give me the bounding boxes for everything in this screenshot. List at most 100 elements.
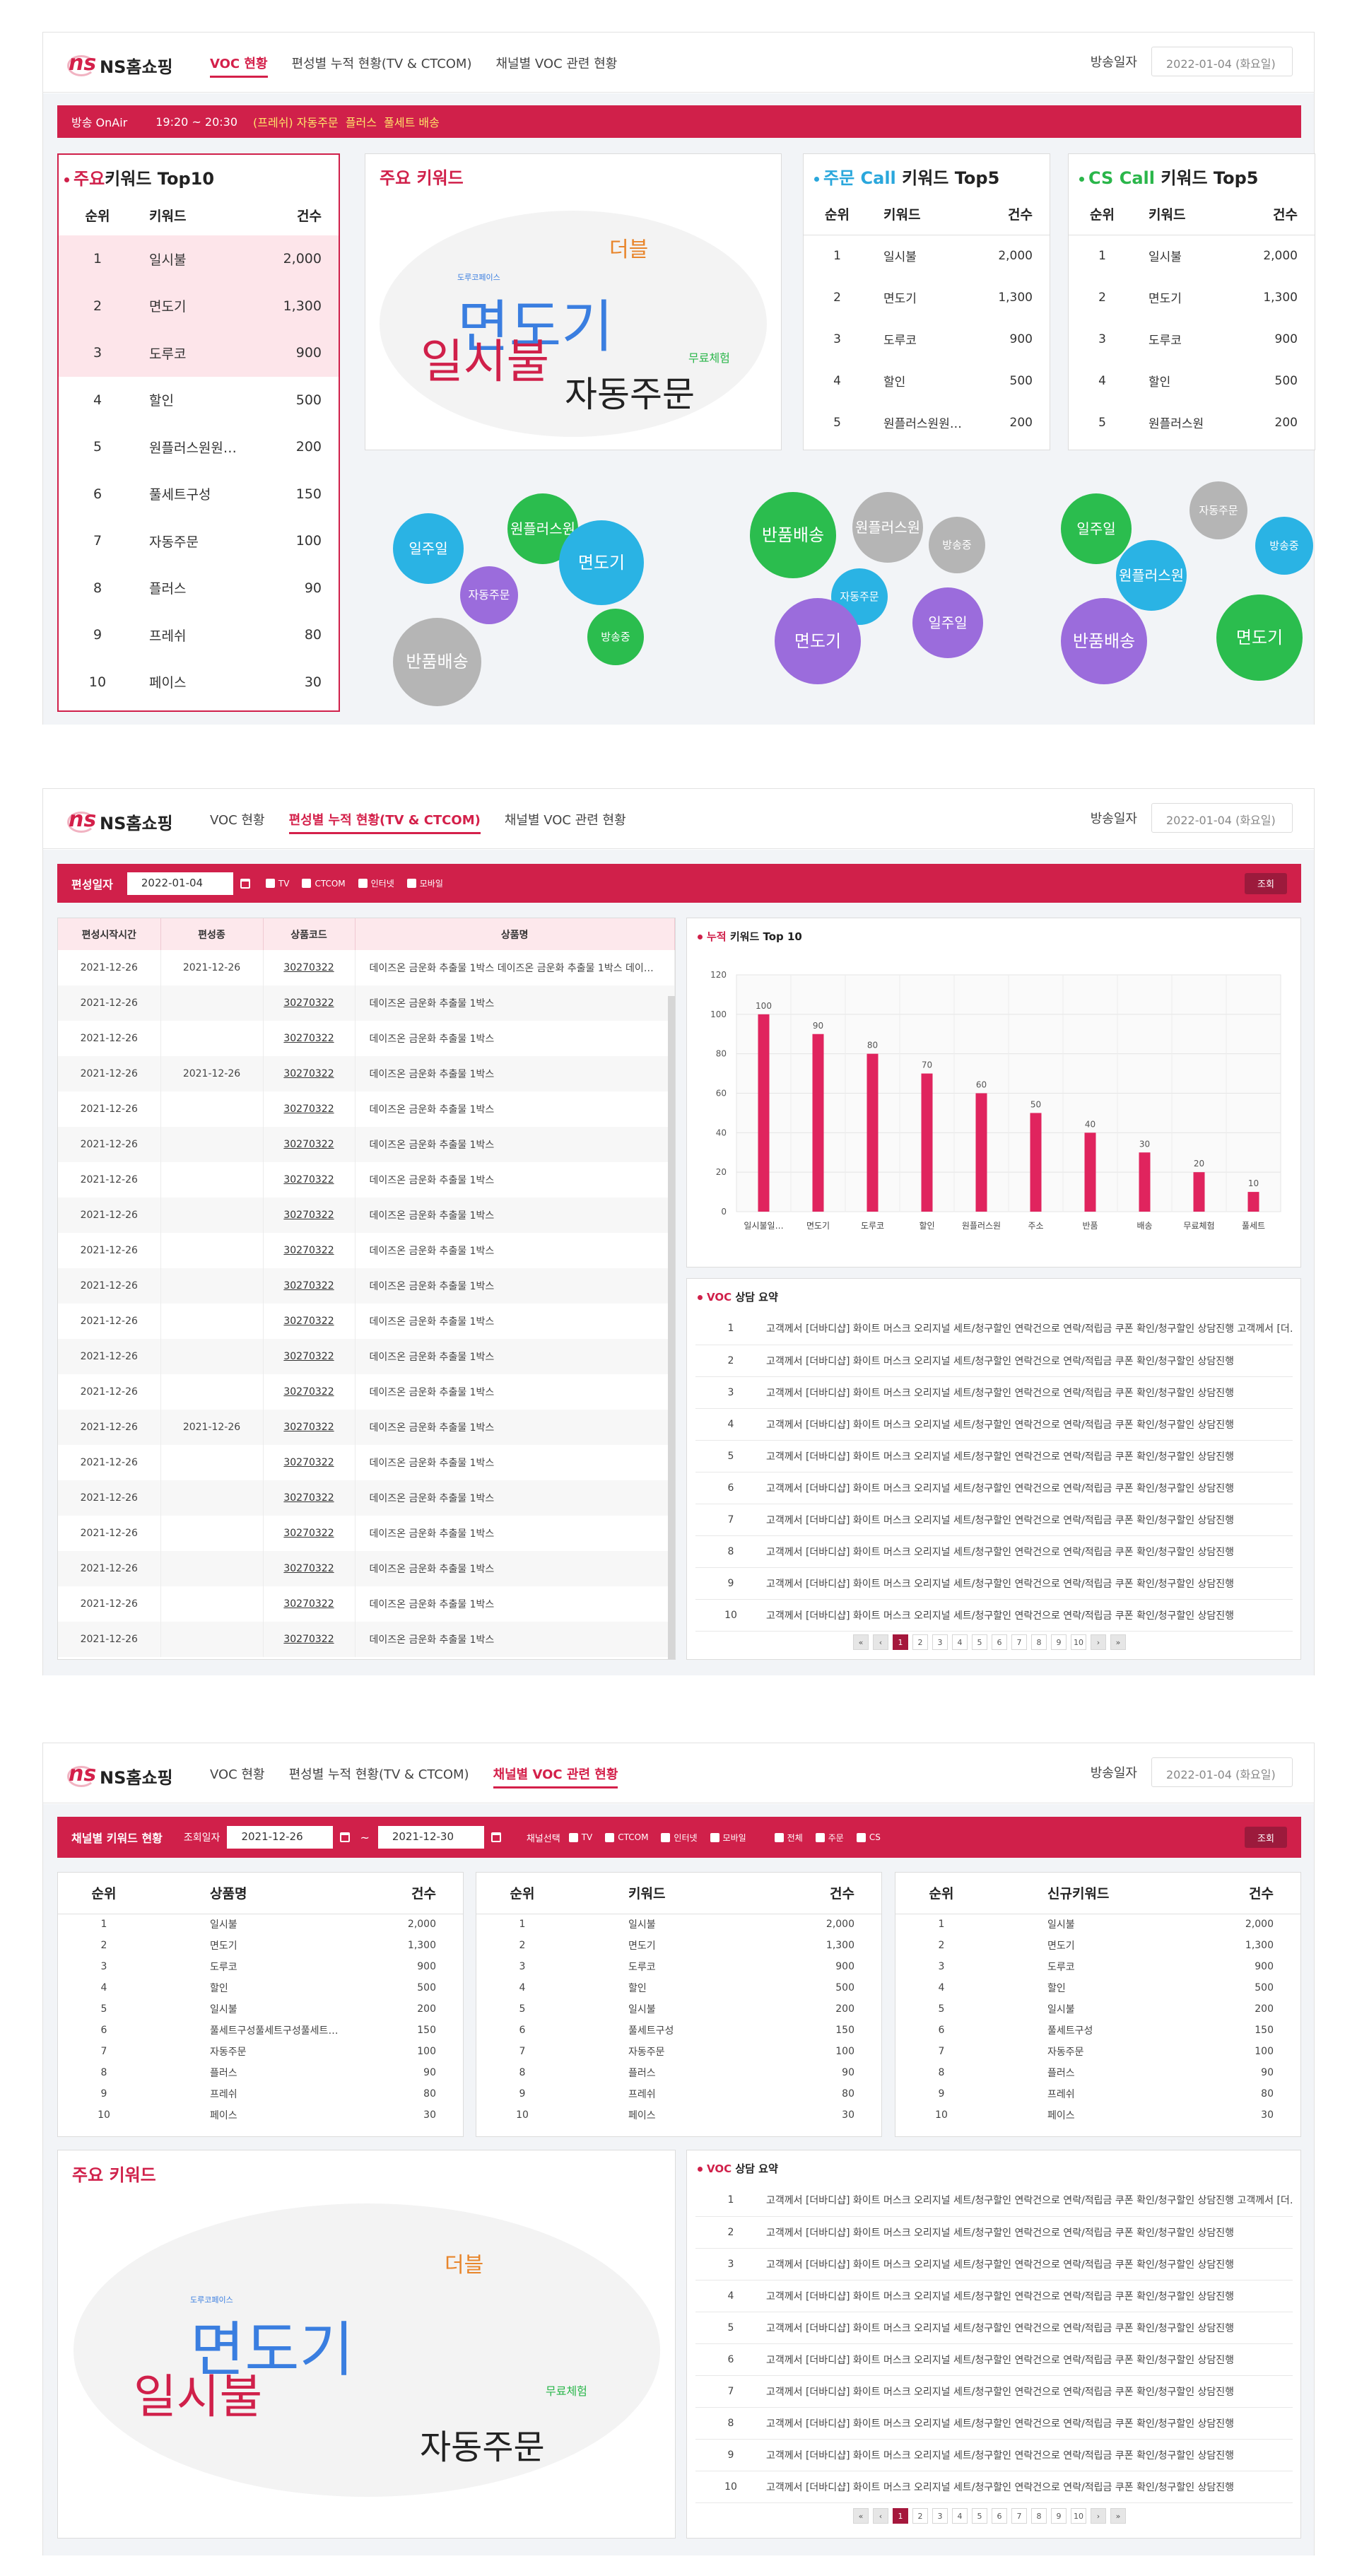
channel-search-button[interactable]: 조회 (1245, 1827, 1287, 1848)
page-button[interactable]: 1 (893, 2508, 908, 2524)
product-code-link[interactable]: 30270322 (283, 1174, 334, 1185)
grid-row[interactable]: 2021-12-26 30270322 데이즈온 금운화 추출물 1박스 (58, 1374, 675, 1410)
product-code-cell[interactable]: 30270322 (263, 1127, 356, 1162)
rank-row[interactable]: 9 프레쉬 80 (895, 2083, 1300, 2104)
rank-row[interactable]: 9 프레쉬 80 (58, 2083, 463, 2104)
rank-row[interactable]: 7 자동주문 100 (58, 2041, 463, 2062)
voc-row[interactable]: 10 고객께서 [더바디샵] 화이트 머스크 오리지널 세트/청구할인 연락건으로… (695, 1599, 1293, 1632)
voc-row[interactable]: 3 고객께서 [더바디샵] 화이트 머스크 오리지널 세트/청구할인 연락건으로 … (695, 1376, 1293, 1409)
bubble-3-1[interactable]: 자동주문 (1189, 481, 1247, 539)
rank-row[interactable]: 10 페이스 30 (476, 2104, 881, 2126)
page-button[interactable]: › (1091, 1634, 1106, 1650)
product-code-cell[interactable]: 30270322 (263, 1480, 356, 1516)
rank-row[interactable]: 6 풀세트구성 150 (476, 2020, 881, 2041)
product-code-link[interactable]: 30270322 (283, 1457, 334, 1468)
cloud-word-5[interactable]: 무료체험 (688, 351, 730, 365)
page-button[interactable]: 10 (1071, 1634, 1086, 1650)
brand-logo[interactable]: ns NS홈쇼핑 (67, 51, 173, 78)
bar[interactable] (921, 1073, 933, 1212)
page-button[interactable]: 7 (1011, 1634, 1027, 1650)
page-button[interactable]: 9 (1051, 1634, 1067, 1650)
top10-row[interactable]: 6 풀세트구성 150 (59, 471, 339, 518)
cloud2-word-3[interactable]: 자동주문 (420, 2428, 545, 2467)
product-code-cell[interactable]: 30270322 (263, 1516, 356, 1551)
bubble-1-1[interactable]: 일주일 (393, 513, 464, 584)
rank-row[interactable]: 5 일시불 200 (895, 1998, 1300, 2020)
search-button[interactable]: 조회 (1245, 872, 1287, 894)
voc-row[interactable]: 9 고객께서 [더바디샵] 화이트 머스크 오리지널 세트/청구할인 연락건으로 … (695, 2439, 1293, 2471)
voc-row[interactable]: 4 고객께서 [더바디샵] 화이트 머스크 오리지널 세트/청구할인 연락건으로 … (695, 1408, 1293, 1441)
voc-row[interactable]: 1 고객께서 [더바디샵] 화이트 머스크 오리지널 세트/청구할인 연락건으로 … (695, 2184, 1293, 2217)
check-cs[interactable]: CS (856, 1832, 881, 1842)
check-tv[interactable]: TV (265, 879, 289, 889)
rank-row[interactable]: 1 일시불 2,000 (58, 1914, 463, 1935)
bubble-3-4[interactable]: 원플러스원 (1116, 540, 1187, 611)
calendar-icon[interactable] (240, 878, 250, 889)
rank-row[interactable]: 3 도루코 900 (476, 1956, 881, 1977)
product-code-link[interactable]: 30270322 (283, 1598, 334, 1610)
voc-row[interactable]: 8 고객께서 [더바디샵] 화이트 머스크 오리지널 세트/청구할인 연락건으로 … (695, 1535, 1293, 1568)
check-mobile-3[interactable]: 모바일 (710, 1832, 746, 1844)
grid-row[interactable]: 2021-12-26 30270322 데이즈온 금운화 추출물 1박스 (58, 1551, 675, 1586)
bar[interactable] (1139, 1152, 1151, 1212)
product-code-link[interactable]: 30270322 (283, 1528, 334, 1539)
tab-voc-status[interactable]: VOC 현황 (210, 1767, 265, 1782)
bar[interactable] (867, 1053, 879, 1212)
product-code-cell[interactable]: 30270322 (263, 1622, 356, 1657)
rank-row[interactable]: 6 풀세트구성풀세트구성풀세트… 150 (58, 2020, 463, 2041)
product-code-link[interactable]: 30270322 (283, 962, 334, 973)
page-button[interactable]: 7 (1011, 2508, 1027, 2524)
bubble-3-2[interactable]: 방송중 (1255, 517, 1313, 575)
tab-program-cumulative[interactable]: 편성별 누적 현황(TV & CTCOM) (288, 1767, 469, 1782)
bar[interactable] (1084, 1132, 1096, 1212)
bubble-1-6[interactable]: 반품배송 (393, 618, 481, 706)
page-button[interactable]: 10 (1071, 2508, 1086, 2524)
tab-program-cumulative[interactable]: 편성별 누적 현황(TV & CTCOM) (291, 57, 472, 71)
tab-channel-voc[interactable]: 채널별 VOC 관련 현황 (504, 813, 626, 828)
rank-row[interactable]: 3 도루코 900 (58, 1956, 463, 1977)
cloud-word-4[interactable]: 더블 (609, 238, 649, 262)
grid-row[interactable]: 2021-12-26 30270322 데이즈온 금운화 추출물 1박스 (58, 985, 675, 1021)
product-code-cell[interactable]: 30270322 (263, 1056, 356, 1091)
page-button[interactable]: » (1110, 2508, 1126, 2524)
page-button[interactable]: 5 (972, 1634, 987, 1650)
call-row[interactable]: 2 면도기 1,300 (804, 276, 1050, 318)
cloud2-word-2[interactable]: 일시불 (134, 2370, 263, 2424)
grid-scrollbar[interactable] (668, 996, 675, 1659)
product-code-link[interactable]: 30270322 (283, 1245, 334, 1256)
grid-row[interactable]: 2021-12-26 30270322 데이즈온 금운화 추출물 1박스 (58, 1162, 675, 1198)
cs-row[interactable]: 3 도루코 900 (1069, 318, 1315, 360)
product-code-cell[interactable]: 30270322 (263, 1551, 356, 1586)
rank-row[interactable]: 2 면도기 1,300 (476, 1935, 881, 1956)
tab-channel-voc[interactable]: 채널별 VOC 관련 현황 (495, 57, 618, 71)
voc-row[interactable]: 7 고객께서 [더바디샵] 화이트 머스크 오리지널 세트/청구할인 연락건으로 … (695, 1504, 1293, 1536)
bubble-2-6[interactable]: 면도기 (775, 598, 861, 684)
page-button[interactable]: 4 (952, 1634, 968, 1650)
page-button[interactable]: 4 (952, 2508, 968, 2524)
bar[interactable] (758, 1014, 770, 1212)
rank-row[interactable]: 3 도루코 900 (895, 1956, 1300, 1977)
grid-row[interactable]: 2021-12-26 30270322 데이즈온 금운화 추출물 1박스 (58, 1516, 675, 1551)
page-button[interactable]: 1 (893, 1634, 908, 1650)
brand-logo-3[interactable]: ns NS홈쇼핑 (67, 1762, 173, 1788)
product-code-cell[interactable]: 30270322 (263, 1304, 356, 1339)
cs-row[interactable]: 5 원플러스원 200 (1069, 402, 1315, 443)
rank-row[interactable]: 2 면도기 1,300 (895, 1935, 1300, 1956)
voc-row[interactable]: 10 고객께서 [더바디샵] 화이트 머스크 오리지널 세트/청구할인 연락건으로… (695, 2471, 1293, 2503)
check-tv-3[interactable]: TV (568, 1832, 592, 1842)
voc-row[interactable]: 9 고객께서 [더바디샵] 화이트 머스크 오리지널 세트/청구할인 연락건으로 … (695, 1567, 1293, 1600)
page-button[interactable]: « (853, 1634, 869, 1650)
rank-row[interactable]: 8 플러스 90 (58, 2062, 463, 2083)
product-code-cell[interactable]: 30270322 (263, 1021, 356, 1056)
brand-logo-2[interactable]: ns NS홈쇼핑 (67, 807, 173, 834)
bubble-2-5[interactable]: 일주일 (912, 587, 983, 658)
bubble-2-4[interactable]: 자동주문 (831, 568, 888, 625)
rank-row[interactable]: 5 일시불 200 (476, 1998, 881, 2020)
bar[interactable] (1030, 1113, 1042, 1212)
check-all[interactable]: 전체 (774, 1832, 803, 1844)
tab-channel-voc[interactable]: 채널별 VOC 관련 현황 (493, 1764, 618, 1788)
voc-row[interactable]: 8 고객께서 [더바디샵] 화이트 머스크 오리지널 세트/청구할인 연락건으로 … (695, 2407, 1293, 2440)
call-row[interactable]: 5 원플러스원원… 200 (804, 402, 1050, 443)
page-button[interactable]: 6 (992, 2508, 1007, 2524)
rank-row[interactable]: 4 할인 500 (476, 1977, 881, 1998)
